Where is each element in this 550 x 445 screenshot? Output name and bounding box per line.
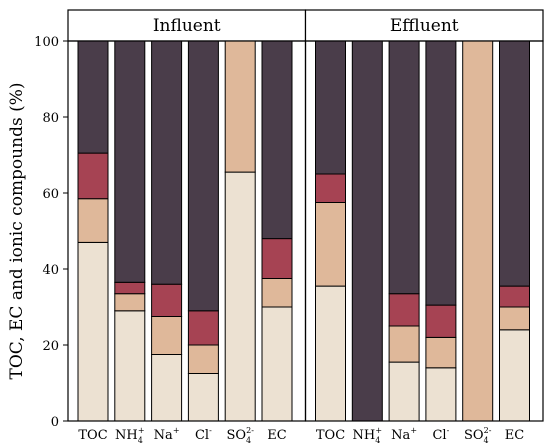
bar-segment-2 [114, 293, 146, 312]
bar-segment-4 [425, 40, 457, 306]
panel-title: Effluent [390, 16, 459, 36]
bar-segment-4 [351, 40, 383, 422]
y-tick-label: 20 [42, 339, 59, 354]
bar-segment-1 [425, 367, 457, 422]
bar-segment-4 [388, 40, 420, 295]
bar-segment-3 [151, 283, 183, 318]
bar-segment-2 [77, 198, 109, 243]
bar-segment-2 [224, 40, 256, 173]
bar-segment-4 [261, 40, 293, 240]
x-tick-label: NH4+ [115, 426, 145, 445]
x-tick-label: NH4+ [353, 426, 383, 445]
panel-header [304, 9, 544, 42]
y-tick-label: 100 [34, 35, 59, 50]
x-tick-label: EC [267, 428, 286, 443]
bar-segment-2 [187, 344, 219, 374]
bar-segment-1 [224, 171, 256, 422]
x-tick-label: Cl- [432, 426, 449, 443]
bar-segment-3 [425, 304, 457, 338]
bar-segment-3 [77, 152, 109, 200]
bar-segment-1 [151, 354, 183, 422]
bar-segment-2 [425, 336, 457, 369]
bar-segment-4 [499, 40, 530, 287]
bar-segment-2 [462, 40, 494, 422]
x-tick-label: Na+ [154, 426, 180, 443]
bar-segment-2 [261, 278, 293, 308]
y-tick-label: 80 [42, 111, 59, 126]
bar-segment-2 [388, 325, 420, 363]
bar-segment-1 [187, 373, 219, 422]
bar-segment-3 [187, 310, 219, 346]
bar-segment-1 [315, 285, 346, 422]
bar-segment-3 [388, 293, 420, 327]
panel-title: Influent [153, 16, 221, 36]
x-tick-label: SO42- [464, 426, 492, 445]
x-tick-label: Na+ [391, 426, 417, 443]
x-tick-label: TOC [78, 428, 107, 443]
y-tick-label: 40 [42, 263, 59, 278]
bar-segment-1 [114, 310, 146, 422]
bar-segment-3 [315, 173, 346, 203]
x-tick-label: SO42- [226, 426, 254, 445]
bar-segment-1 [499, 329, 530, 422]
bar-segment-3 [499, 285, 530, 308]
x-tick-label: TOC [316, 428, 345, 443]
bar-segment-4 [315, 40, 346, 175]
bar-segment-4 [151, 40, 183, 285]
bar-segment-4 [187, 40, 219, 312]
y-tick-label: 0 [51, 415, 59, 430]
y-axis-label: TOC, EC and ionic compounds (%) [7, 83, 27, 380]
bar-segment-3 [261, 238, 293, 280]
bar-segment-2 [151, 316, 183, 355]
panel-frame [304, 40, 544, 422]
bar-segment-2 [499, 306, 530, 331]
y-tick-label: 60 [42, 187, 59, 202]
bar-segment-2 [315, 202, 346, 287]
bar-segment-1 [261, 306, 293, 422]
x-tick-label: EC [505, 428, 524, 443]
x-tick-label: Cl- [195, 426, 212, 443]
bar-segment-1 [388, 361, 420, 422]
bar-segment-4 [77, 40, 109, 154]
bar-segment-1 [77, 241, 109, 422]
bar-segment-3 [114, 281, 146, 295]
bar-segment-4 [114, 40, 146, 283]
